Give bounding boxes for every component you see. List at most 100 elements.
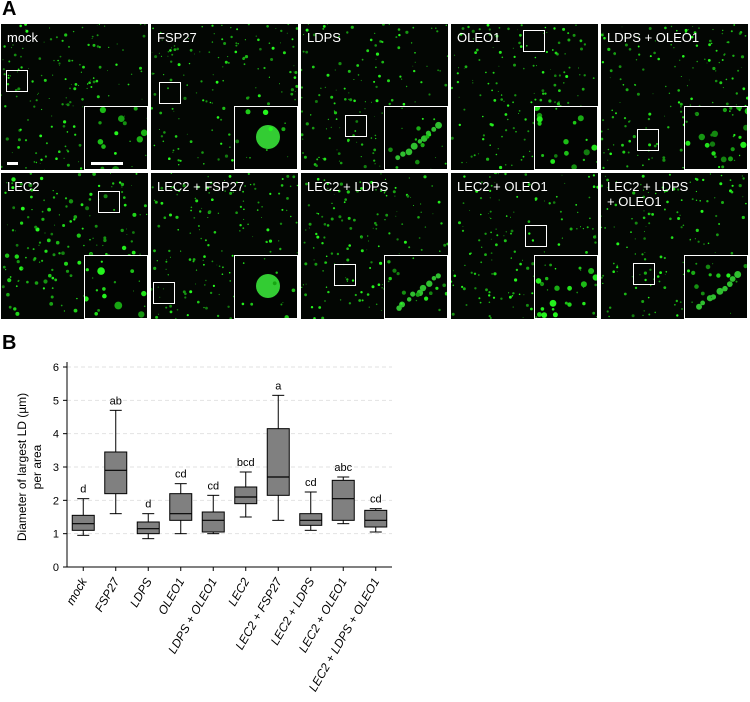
- lipid-droplet: [243, 63, 246, 66]
- lipid-droplet: [624, 43, 628, 47]
- lipid-droplet: [325, 261, 328, 264]
- lipid-droplet: [209, 291, 213, 295]
- lipid-droplet: [564, 53, 566, 55]
- lipid-droplet: [670, 43, 672, 46]
- lipid-droplet: [682, 224, 685, 227]
- lipid-droplet: [387, 79, 390, 83]
- lipid-droplet: [682, 261, 684, 264]
- lipid-droplet: [282, 51, 286, 55]
- lipid-droplet: [479, 94, 482, 97]
- lipid-droplet: [41, 108, 43, 111]
- lipid-droplet: [25, 29, 27, 30]
- lipid-droplet: [492, 71, 495, 74]
- micrograph-tile: FSP27: [151, 24, 298, 170]
- lipid-droplet: [677, 217, 681, 220]
- lipid-droplet: [66, 149, 68, 151]
- lipid-droplet: [415, 159, 420, 165]
- lipid-droplet: [313, 259, 315, 261]
- lipid-droplet: [255, 87, 257, 89]
- lipid-droplet: [57, 59, 59, 62]
- lipid-droplet: [413, 205, 414, 206]
- lipid-droplet: [491, 273, 493, 275]
- lipid-droplet: [295, 84, 298, 88]
- lipid-droplet: [651, 157, 653, 159]
- lipid-droplet: [487, 213, 489, 214]
- lipid-droplet: [592, 77, 595, 79]
- lipid-droplet: [731, 114, 734, 116]
- significance-letter: cd: [370, 494, 382, 506]
- lipid-droplet: [649, 55, 652, 58]
- lipid-droplet: [66, 163, 70, 167]
- lipid-droplet: [604, 227, 606, 229]
- lipid-droplet: [691, 198, 694, 201]
- y-axis-label-line2: per area: [30, 444, 44, 489]
- lipid-droplet: [316, 158, 319, 161]
- lipid-droplet: [186, 133, 188, 135]
- lipid-droplet: [378, 74, 381, 78]
- lipid-droplet: [381, 112, 383, 114]
- lipid-droplet: [360, 291, 363, 294]
- lipid-droplet: [575, 24, 577, 26]
- lipid-droplet: [406, 194, 410, 198]
- lipid-droplet: [548, 99, 552, 103]
- lipid-droplet: [51, 287, 54, 289]
- lipid-droplet: [30, 188, 34, 192]
- lipid-droplet: [146, 213, 148, 215]
- lipid-droplet: [69, 220, 72, 223]
- lipid-droplet: [648, 222, 651, 225]
- lipid-droplet: [564, 150, 569, 156]
- lipid-droplet: [396, 272, 400, 276]
- lipid-droplet: [664, 26, 667, 30]
- lipid-droplet: [47, 207, 51, 212]
- lipid-droplet: [618, 65, 622, 68]
- lipid-droplet: [221, 24, 223, 26]
- lipid-droplet: [383, 191, 386, 194]
- lipid-droplet: [564, 182, 566, 184]
- lipid-droplet: [592, 228, 594, 230]
- lipid-droplet: [51, 115, 53, 117]
- lipid-droplet: [339, 161, 343, 165]
- lipid-droplet: [206, 186, 210, 190]
- lipid-droplet: [662, 158, 666, 162]
- lipid-droplet: [607, 47, 611, 51]
- lipid-droplet: [740, 141, 747, 148]
- lipid-droplet: [34, 225, 38, 229]
- lipid-droplet: [420, 211, 422, 213]
- lipid-droplet: [669, 105, 672, 108]
- lipid-droplet: [139, 24, 142, 26]
- lipid-droplet: [675, 299, 678, 303]
- lipid-droplet: [621, 26, 623, 28]
- lipid-droplet: [136, 136, 143, 143]
- lipid-droplet: [132, 231, 135, 234]
- lipid-droplet: [586, 226, 589, 229]
- lipid-droplet: [704, 142, 710, 148]
- lipid-droplet: [552, 312, 558, 318]
- lipid-droplet: [604, 175, 606, 177]
- lipid-droplet: [94, 224, 98, 228]
- lipid-droplet: [555, 195, 558, 198]
- lipid-droplet: [360, 236, 363, 239]
- lipid-droplet: [103, 238, 107, 243]
- lipid-droplet: [402, 102, 406, 106]
- lipid-droplet: [55, 240, 60, 245]
- lipid-droplet: [616, 264, 618, 266]
- lipid-droplet: [160, 186, 164, 190]
- lipid-droplet: [603, 36, 606, 40]
- lipid-droplet: [462, 287, 466, 291]
- lipid-droplet: [536, 116, 543, 123]
- lipid-droplet: [543, 251, 546, 253]
- lipid-droplet: [73, 218, 76, 221]
- x-tick-label: LEC2: [225, 575, 252, 608]
- lipid-droplet: [524, 173, 528, 176]
- lipid-droplet: [257, 94, 261, 98]
- lipid-droplet: [484, 232, 487, 235]
- lipid-droplet: [215, 80, 219, 84]
- lipid-droplet: [438, 308, 441, 312]
- lipid-droplet: [555, 107, 558, 110]
- lipid-droplet: [550, 69, 551, 70]
- lipid-droplet: [90, 86, 93, 88]
- lipid-droplet: [615, 181, 617, 183]
- lipid-droplet: [676, 211, 679, 214]
- lipid-droplet: [664, 273, 666, 275]
- lipid-droplet: [716, 287, 724, 295]
